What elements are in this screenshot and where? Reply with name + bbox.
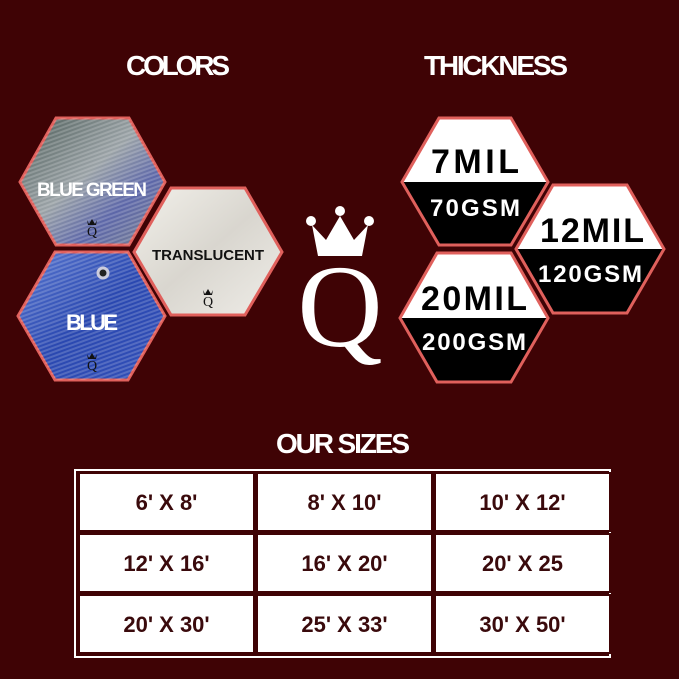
sizes-table: 6' X 8' 8' X 10' 10' X 12' 12' X 16' 16' X 2… xyxy=(78,472,611,654)
size-label: 20' X 25 xyxy=(482,551,563,576)
gsm-label: 70GSM xyxy=(430,195,520,222)
size-label: 6' X 8' xyxy=(136,490,198,515)
mil-label: 20MIL xyxy=(421,280,527,318)
size-label: 12' X 16' xyxy=(123,551,209,576)
size-cell-box xyxy=(256,533,433,593)
size-cell: 25' X 33' xyxy=(256,594,433,654)
color-option-blue: BLUE Q xyxy=(16,250,167,382)
color-label: TRANSLUCENT xyxy=(152,247,264,264)
size-cell: 6' X 8' xyxy=(78,472,255,532)
size-label: 25' X 33' xyxy=(301,612,387,637)
crown-icon xyxy=(87,353,97,359)
color-option-translucent: TRANSLUCENT Q xyxy=(132,186,284,317)
size-cell-box xyxy=(256,594,433,654)
mini-logo: Q xyxy=(203,295,213,310)
size-label: 30' X 50' xyxy=(479,612,565,637)
size-cell: 20' X 25 xyxy=(434,533,611,593)
mil-label: 7MIL xyxy=(431,143,519,181)
crown-icon xyxy=(87,219,97,225)
size-cell: 12' X 16' xyxy=(78,533,255,593)
sizes-heading: OUR SIZES xyxy=(276,428,410,459)
size-cell-box xyxy=(434,472,611,532)
size-cell-box xyxy=(78,594,255,654)
thickness-heading: THICKNESS xyxy=(424,50,568,81)
size-cell: 20' X 30' xyxy=(78,594,255,654)
brand-logo: Q xyxy=(297,206,383,372)
size-cell-box xyxy=(256,472,433,532)
mil-label: 12MIL xyxy=(540,212,644,250)
color-option-blue-green: BLUE GREEN Q xyxy=(18,116,167,247)
size-cell-box xyxy=(434,594,611,654)
color-label: BLUE GREEN xyxy=(37,180,147,201)
size-cell-box xyxy=(78,533,255,593)
colors-heading: COLORS xyxy=(126,50,230,81)
size-cell-box xyxy=(434,533,611,593)
gsm-label: 120GSM xyxy=(538,261,642,288)
size-label: 8' X 10' xyxy=(307,490,381,515)
size-label: 10' X 12' xyxy=(479,490,565,515)
color-label: BLUE xyxy=(66,310,118,335)
size-label: 16' X 20' xyxy=(301,551,387,576)
size-label: 20' X 30' xyxy=(123,612,209,637)
size-cell-box xyxy=(78,472,255,532)
size-cell: 30' X 50' xyxy=(434,594,611,654)
size-cell: 16' X 20' xyxy=(256,533,433,593)
size-cell: 8' X 10' xyxy=(256,472,433,532)
crown-icon xyxy=(203,289,213,295)
mini-logo: Q xyxy=(87,359,97,374)
size-cell: 10' X 12' xyxy=(434,472,611,532)
logo-letter: Q xyxy=(297,241,382,372)
mini-logo: Q xyxy=(87,225,97,240)
crown-icon xyxy=(312,216,368,256)
gsm-label: 200GSM xyxy=(422,329,526,356)
